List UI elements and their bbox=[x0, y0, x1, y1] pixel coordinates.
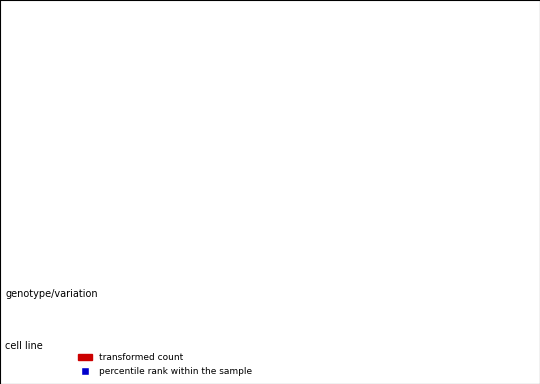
Title: GDS4067 / 243302_at: GDS4067 / 243302_at bbox=[199, 14, 352, 28]
FancyBboxPatch shape bbox=[208, 264, 342, 316]
FancyBboxPatch shape bbox=[342, 264, 476, 316]
Bar bbox=[264, 91, 287, 261]
Bar bbox=[131, 244, 153, 261]
Bar bbox=[354, 98, 376, 261]
Text: genotype/variation: genotype/variation bbox=[5, 289, 98, 299]
FancyBboxPatch shape bbox=[75, 321, 208, 373]
FancyBboxPatch shape bbox=[208, 321, 342, 373]
Text: cell line: cell line bbox=[5, 341, 43, 351]
Text: B6TC hybrid: B6TC hybrid bbox=[377, 343, 441, 353]
Text: ER negative
MDA-MB-231/GFP/Neo: ER negative MDA-MB-231/GFP/Neo bbox=[95, 277, 188, 297]
Text: ER positive
ZR-75-1/GFP/puro: ER positive ZR-75-1/GFP/puro bbox=[238, 277, 313, 297]
Text: GFP+ and
estrogen-independent: GFP+ and estrogen-independent bbox=[362, 277, 456, 297]
FancyBboxPatch shape bbox=[342, 321, 476, 373]
Bar bbox=[309, 157, 331, 261]
Bar bbox=[220, 157, 242, 261]
Bar bbox=[443, 78, 465, 261]
Text: MDA231: MDA231 bbox=[120, 343, 164, 353]
Bar bbox=[398, 78, 420, 261]
Bar bbox=[175, 260, 197, 261]
Bar bbox=[86, 157, 108, 261]
Legend: transformed count, percentile rank within the sample: transformed count, percentile rank withi… bbox=[75, 350, 256, 379]
Text: ZR75: ZR75 bbox=[262, 343, 289, 353]
FancyBboxPatch shape bbox=[75, 264, 208, 316]
